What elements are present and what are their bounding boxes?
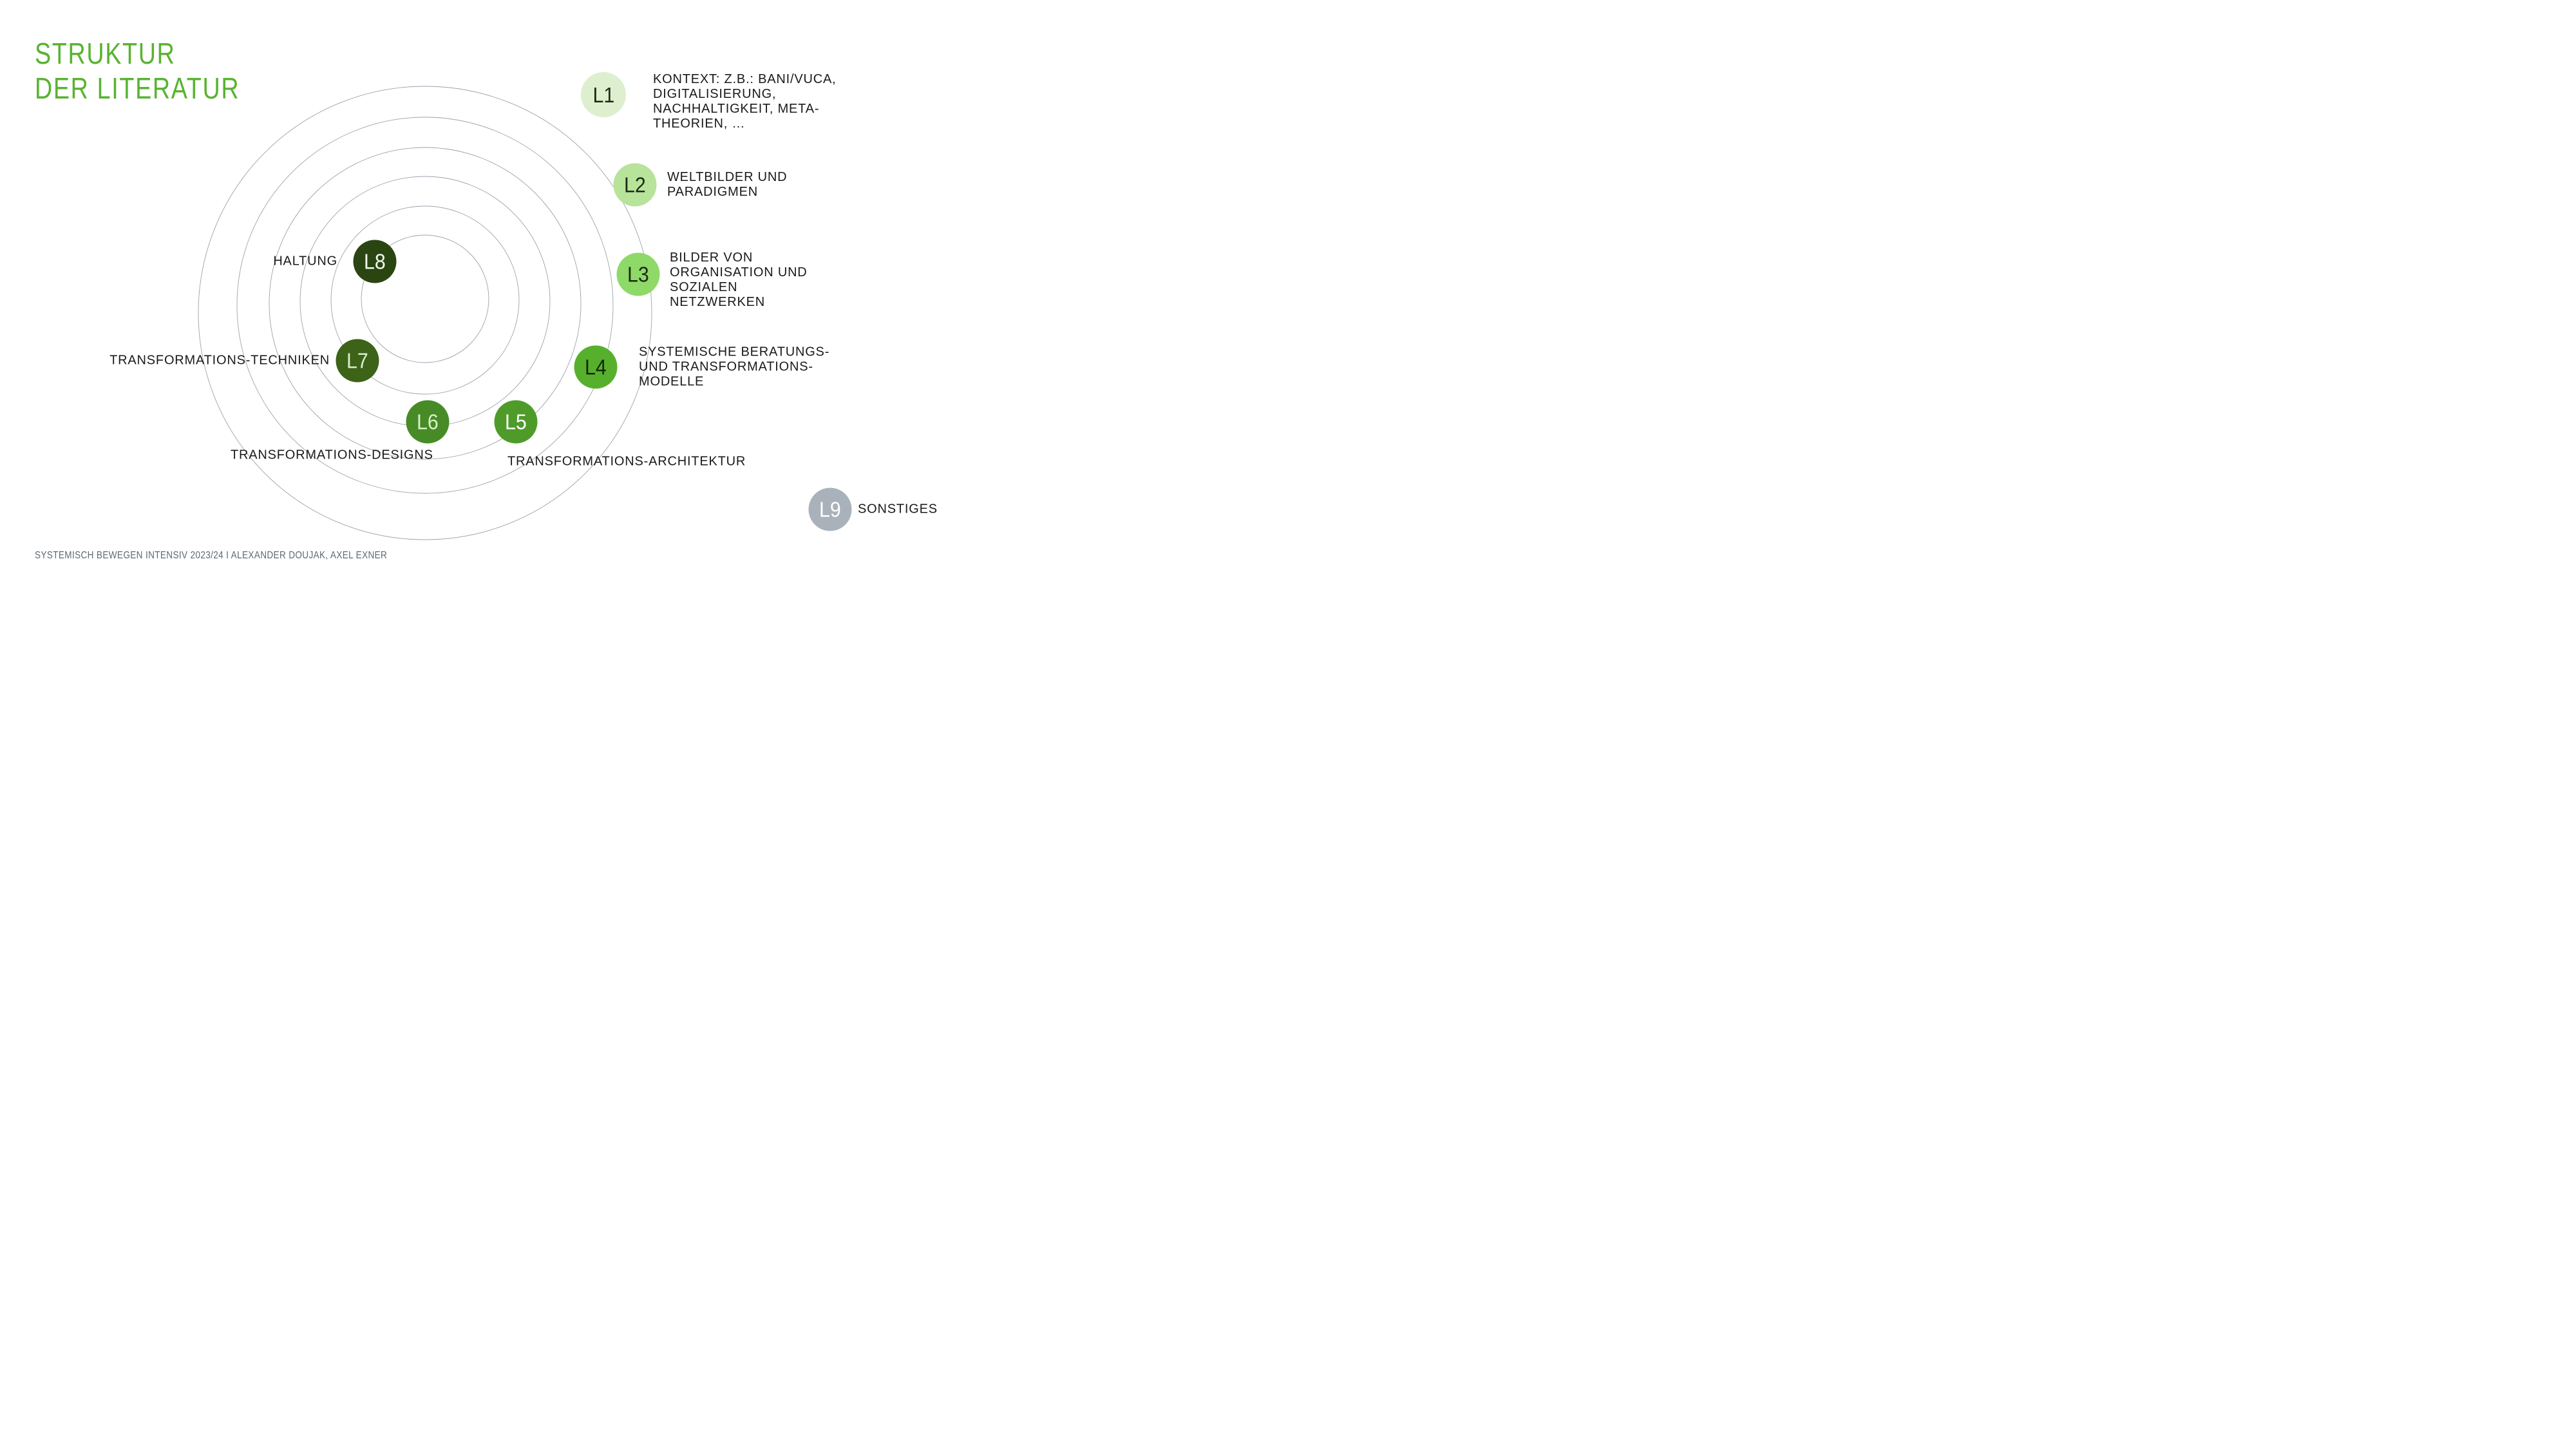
node-l9-label: L9 bbox=[819, 497, 841, 522]
page-title: STRUKTUR DER LITERATUR bbox=[35, 36, 240, 106]
label-l2-line1: WELTBILDER UND bbox=[667, 170, 788, 184]
label-l4-line1: SYSTEMISCHE BERATUNGS- bbox=[639, 345, 830, 359]
label-l4: SYSTEMISCHE BERATUNGS- UND TRANSFORMATIO… bbox=[639, 345, 829, 390]
node-l1: L1 bbox=[581, 72, 626, 117]
label-l1-line3: NACHHALTIGKEIT, META- bbox=[653, 102, 820, 116]
node-l4-label: L4 bbox=[585, 355, 607, 379]
node-l1-label: L1 bbox=[592, 82, 614, 107]
label-l6: TRANSFORMATIONS-DESIGNS bbox=[231, 448, 433, 463]
node-l2-label: L2 bbox=[624, 173, 646, 197]
node-l8: L8 bbox=[353, 240, 397, 283]
label-l3-line2: ORGANISATION UND bbox=[670, 265, 808, 279]
label-l6-line1: TRANSFORMATIONS-DESIGNS bbox=[231, 448, 433, 462]
ring-6 bbox=[198, 86, 652, 540]
label-l1-line1: KONTEXT: Z.B.: BANI/VUCA, bbox=[653, 72, 837, 86]
node-l5-label: L5 bbox=[505, 410, 527, 434]
node-l5: L5 bbox=[494, 400, 538, 444]
node-l3-label: L3 bbox=[627, 262, 649, 287]
label-l4-line2: UND TRANSFORMATIONS- bbox=[639, 359, 813, 374]
label-l3: BILDER VON ORGANISATION UND SOZIALEN NET… bbox=[670, 251, 808, 310]
node-l7-label: L7 bbox=[346, 348, 368, 373]
ring-1 bbox=[361, 234, 489, 363]
node-l2: L2 bbox=[613, 163, 657, 207]
node-l6: L6 bbox=[406, 400, 450, 444]
slide: STRUKTUR DER LITERATUR L1 L2 L3 L4 L5 L6… bbox=[0, 0, 1030, 580]
node-l9: L9 bbox=[808, 488, 852, 531]
footer-credit: SYSTEMISCH BEWEGEN INTENSIV 2023/24 I AL… bbox=[35, 550, 388, 561]
label-l4-line3: MODELLE bbox=[639, 374, 705, 389]
node-l6-label: L6 bbox=[417, 410, 439, 434]
label-l3-line4: NETZWERKEN bbox=[670, 295, 765, 309]
node-l8-label: L8 bbox=[364, 249, 386, 274]
title-line-1: STRUKTUR bbox=[35, 37, 176, 70]
ring-3 bbox=[299, 176, 551, 427]
ring-5 bbox=[236, 117, 614, 494]
label-l1-line4: THEORIEN, … bbox=[653, 117, 746, 131]
label-l3-line1: BILDER VON bbox=[670, 251, 753, 265]
label-l7-line1: TRANSFORMATIONS-TECHNIKEN bbox=[109, 353, 330, 368]
node-l4: L4 bbox=[574, 345, 618, 389]
label-l1: KONTEXT: Z.B.: BANI/VUCA, DIGITALISIERUN… bbox=[653, 72, 837, 131]
node-l3: L3 bbox=[616, 252, 660, 296]
node-l7: L7 bbox=[336, 339, 379, 383]
ring-4 bbox=[269, 147, 582, 460]
label-l9: SONSTIGES bbox=[858, 502, 938, 517]
concentric-rings bbox=[198, 86, 652, 540]
label-l9-line1: SONSTIGES bbox=[858, 502, 938, 516]
label-l8-line1: HALTUNG bbox=[273, 254, 337, 269]
label-l5-line1: TRANSFORMATIONS-ARCHITEKTUR bbox=[507, 454, 746, 469]
label-l7: TRANSFORMATIONS-TECHNIKEN bbox=[109, 354, 330, 368]
label-l3-line3: SOZIALEN bbox=[670, 280, 738, 294]
label-l8: HALTUNG bbox=[273, 254, 337, 269]
title-line-2: DER LITERATUR bbox=[35, 71, 240, 105]
ring-2 bbox=[330, 205, 520, 395]
label-l2-line2: PARADIGMEN bbox=[667, 185, 758, 199]
label-l1-line2: DIGITALISIERUNG, bbox=[653, 87, 777, 101]
label-l2: WELTBILDER UND PARADIGMEN bbox=[667, 170, 787, 200]
label-l5: TRANSFORMATIONS-ARCHITEKTUR bbox=[507, 455, 746, 469]
